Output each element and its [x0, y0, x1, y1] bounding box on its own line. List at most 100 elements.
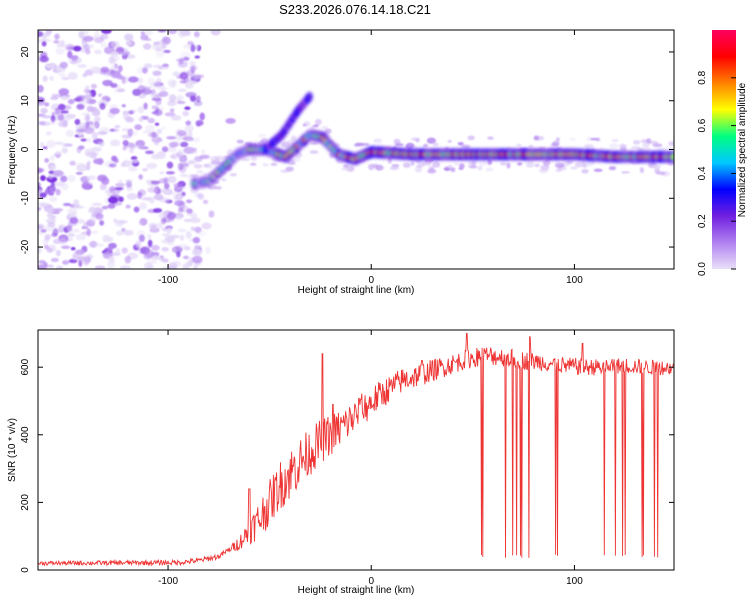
spectrogram-noise-blob [59, 61, 68, 69]
spectrogram-halo-blob [348, 165, 355, 172]
spectrogram-noise-blob [110, 40, 120, 49]
spectrogram-noise-blob [171, 246, 183, 254]
spectrogram-noise-blob [70, 246, 76, 251]
spectrogram-y-tick-label: 20 [20, 46, 31, 58]
spectrogram-noise-blob [187, 160, 196, 164]
spectrogram-noise-blob [199, 112, 205, 121]
spectrogram-noise-blob [141, 86, 151, 90]
spectrogram-halo-blob [555, 168, 562, 173]
spectrogram-noise-blob [190, 44, 196, 53]
spectrogram-noise-blob [157, 87, 169, 91]
spectrogram-halo-blob [581, 160, 586, 165]
spectrogram-noise-blob [50, 215, 57, 220]
spectrogram-noise-blob [167, 30, 177, 35]
spectrogram-noise-blob [186, 212, 192, 216]
spectrogram-noise-blob [80, 138, 87, 142]
spectrogram-noise-blob [62, 260, 70, 265]
spectrogram-noise-blob [51, 93, 63, 98]
spectrogram-noise-blob [110, 71, 122, 79]
spectrogram-halo-blob [389, 166, 399, 171]
spectrogram-noise-blob [163, 182, 170, 190]
spectrogram-noise-blob [109, 139, 121, 147]
spectrogram-halo-blob [190, 188, 199, 194]
spectrogram-noise-blob [57, 72, 67, 77]
spectrogram-halo-blob [500, 162, 507, 166]
spectrogram-noise-blob [124, 255, 132, 264]
spectrogram-noise-blob [55, 47, 65, 55]
colorbar-label: Normalized spectral amplitude [737, 82, 748, 217]
spectrogram-noise-blob [121, 159, 133, 168]
spectrogram-noise-blob [114, 187, 124, 191]
spectrogram-halo-blob [281, 141, 290, 148]
spectrogram-noise-blob [167, 175, 177, 184]
spectrogram-noise-blob [143, 43, 152, 50]
spectrogram-halo-blob [668, 141, 674, 146]
spectrogram-noise-blob [187, 41, 194, 46]
spectrogram-noise-blob [146, 181, 152, 186]
spectrogram-noise-blob [202, 199, 209, 204]
spectrogram-noise-blob [49, 96, 59, 100]
spectrogram-noise-blob [107, 256, 115, 262]
colorbar-tick-label: 0.8 [697, 70, 708, 84]
spectrogram-noise-blob [42, 146, 48, 150]
spectrogram-noise-blob [109, 128, 120, 132]
spectrogram-halo-blob [609, 143, 619, 149]
snr-x-axis-label: Height of straight line (km) [298, 585, 415, 596]
spectrogram-noise-blob [125, 180, 132, 188]
spectrogram-noise-blob [127, 76, 139, 83]
spectrogram-ridge-layer [190, 91, 674, 190]
spectrogram-noise-blob [77, 256, 88, 262]
spectrogram-noise-blob [60, 95, 70, 101]
spectrogram-noise-blob [137, 66, 145, 75]
colorbar-tick-label: 0.0 [697, 262, 708, 276]
spectrogram-noise-blob [74, 118, 81, 126]
spectrogram-noise-blob [86, 160, 91, 165]
spectrogram-noise-blob [168, 94, 177, 103]
spectrogram-noise-blob [75, 233, 87, 241]
spectrogram-noise-blob [146, 162, 158, 170]
spectrogram-halo-blob [457, 141, 464, 146]
spectrogram-noise-blob [73, 205, 85, 209]
spectrogram-noise-blob [165, 171, 175, 175]
spectrogram-noise-blob [99, 220, 105, 226]
spectrogram-noise-blob [161, 146, 169, 153]
spectrogram-noise-blob [96, 131, 108, 136]
spectrogram-noise-blob [138, 234, 145, 243]
colorbar-tick-label: 0.2 [697, 214, 708, 228]
spectrogram-noise-blob [193, 100, 203, 107]
spectrogram-halo-blob [621, 171, 630, 174]
spectrogram-halo-blob [642, 142, 650, 148]
spectrogram-noise-blob [132, 130, 138, 136]
spectrogram-noise-blob [166, 147, 178, 153]
spectrogram-noise-blob [162, 258, 169, 263]
spectrogram-noise-blob [86, 175, 97, 181]
spectrogram-noise-blob [158, 90, 169, 98]
spectrogram-halo-blob [570, 166, 578, 170]
spectrogram-noise-blob [164, 235, 175, 243]
snr-y-tick-label: 0 [20, 567, 31, 573]
spectrogram-halo-blob [631, 145, 641, 150]
colorbar-tick-label: 0.4 [697, 166, 708, 180]
spectrogram-halo-blob [608, 166, 617, 171]
spectrogram-noise-blob [185, 120, 192, 126]
spectrogram-noise-blob [131, 159, 140, 164]
spectrogram-halo-blob [550, 143, 559, 147]
spectrogram-noise-blob [183, 218, 193, 223]
spectrogram-halo-blob [354, 142, 364, 147]
spectrogram-noise-blob [48, 196, 58, 203]
spectrogram-noise-blob [153, 208, 163, 213]
spectrogram-halo-blob [589, 137, 598, 141]
spectrogram-noise-blob [177, 162, 184, 171]
spectrogram-noise-blob [64, 43, 75, 52]
spectrogram-noise-blob [99, 183, 107, 191]
spectrogram-noise-blob [93, 116, 101, 122]
spectrogram-noise-blob [161, 247, 169, 252]
spectrogram-noise-blob [49, 224, 58, 228]
spectrogram-halo-blob [542, 159, 551, 166]
spectrogram-noise-blob [107, 260, 116, 268]
spectrogram-noise-blob [67, 99, 75, 105]
snr-x-tick-label: -100 [158, 576, 178, 587]
spectrogram-noise-blob [127, 128, 134, 137]
spectrogram-noise-blob [109, 186, 116, 192]
spectrogram-noise-blob [100, 66, 110, 73]
